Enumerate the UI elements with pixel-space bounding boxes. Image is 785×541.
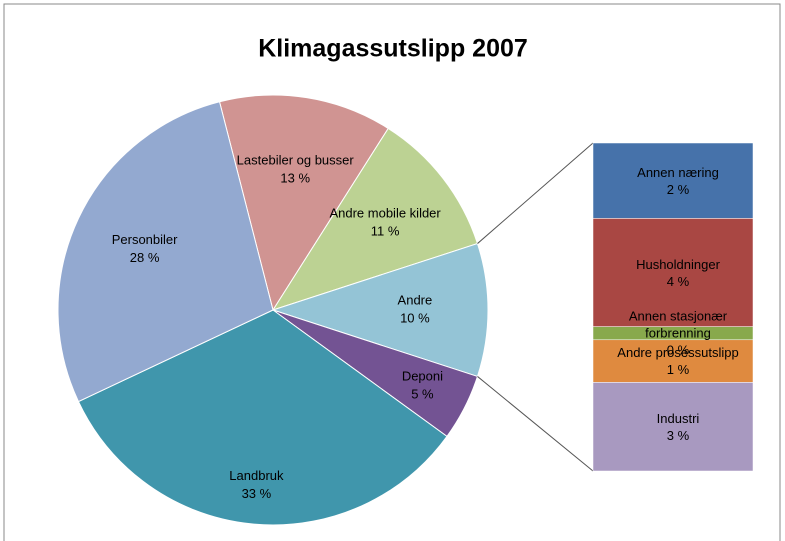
- pie-slice: [77, 309, 448, 526]
- slice-value: 11 %: [371, 223, 400, 238]
- slice-label: Deponi: [402, 369, 443, 384]
- bar-label: Husholdninger 4 %: [603, 256, 753, 290]
- bar-segment: [592, 382, 754, 472]
- slice-label: Lastebiler og busser: [237, 152, 355, 167]
- slice-label: Andre mobile kilder: [329, 205, 441, 220]
- connector: [477, 142, 594, 244]
- bar-segment: [592, 339, 754, 383]
- pie-slice: [218, 94, 389, 312]
- bar-label: Andre prosessutslipp 1 %: [603, 344, 753, 378]
- slice-value: 28 %: [130, 250, 160, 265]
- slice-label: Landbruk: [229, 468, 284, 483]
- bar-category: Annen næring: [637, 164, 719, 180]
- bar-value: 0 %: [666, 342, 690, 358]
- bar-value: 2 %: [666, 181, 690, 197]
- bar-label: Annen næring 2 %: [603, 164, 753, 198]
- bar-segment: [592, 142, 754, 219]
- pie-slice: [57, 101, 274, 403]
- bar-value: 4 %: [666, 273, 690, 289]
- bar-label: Annen stasjonær forbrenning 0 %: [603, 308, 753, 359]
- bar-value: 1 %: [666, 362, 690, 378]
- slice-label: Andre: [398, 292, 433, 307]
- connector: [477, 376, 594, 472]
- chart-title: Klimagassutslipp 2007: [258, 35, 528, 63]
- bar-category: Annen stasjonær forbrenning: [628, 308, 728, 341]
- bar-label: Industri 3 %: [603, 410, 753, 444]
- bar-category: Husholdninger: [636, 256, 720, 272]
- pie-slice: [271, 127, 479, 311]
- bar-value: 3 %: [666, 427, 690, 443]
- bar-segment: [592, 218, 754, 327]
- frame: [3, 3, 781, 541]
- slice-value: 13 %: [280, 170, 310, 185]
- slice-value: 33 %: [242, 486, 272, 501]
- slice-value: 5 %: [411, 387, 434, 402]
- bar-category: Industri: [656, 410, 700, 426]
- bar-category: Andre prosessutslipp: [617, 345, 739, 361]
- pie-slice: [271, 242, 489, 378]
- slice-value: 10 %: [400, 310, 430, 325]
- slice-label: Personbiler: [112, 232, 178, 247]
